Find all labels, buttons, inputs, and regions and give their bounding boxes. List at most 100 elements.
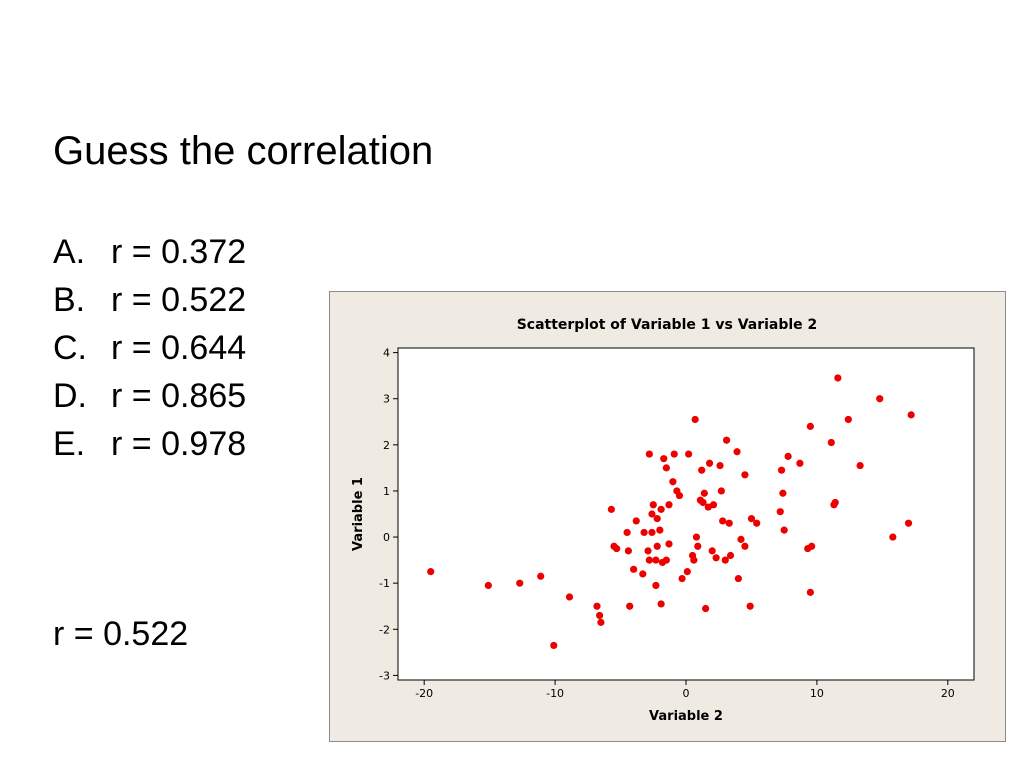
data-point: [700, 489, 708, 497]
option-letter: E.: [53, 425, 86, 463]
data-point: [694, 542, 702, 550]
data-point: [565, 593, 574, 601]
data-point: [747, 515, 756, 523]
x-tick-label: -20: [415, 687, 433, 700]
data-point: [607, 505, 615, 513]
data-point: [623, 528, 631, 537]
data-point: [712, 554, 720, 562]
data-point: [596, 611, 604, 620]
data-point: [876, 395, 884, 403]
data-point: [593, 602, 601, 610]
data-point: [844, 415, 852, 424]
data-point: [753, 519, 761, 527]
data-point: [717, 487, 725, 495]
data-point: [708, 547, 716, 555]
option-c: C. r = 0.644: [53, 324, 246, 372]
data-point: [597, 618, 605, 626]
data-point: [670, 450, 678, 458]
data-point: [733, 448, 741, 456]
option-letter: B.: [53, 281, 86, 319]
data-point: [726, 551, 735, 560]
data-point: [692, 533, 701, 541]
data-point: [683, 568, 691, 576]
data-point: [653, 515, 661, 523]
option-letter: A.: [53, 233, 86, 271]
data-point: [662, 556, 670, 564]
y-tick-label: -1: [379, 577, 390, 590]
plot-area: [397, 347, 975, 681]
data-point: [613, 544, 621, 553]
data-point: [648, 510, 656, 518]
data-point: [691, 415, 699, 424]
data-point: [652, 556, 660, 564]
data-point: [721, 556, 729, 564]
x-tick-label: 0: [683, 687, 690, 700]
data-point: [656, 526, 664, 534]
data-point: [779, 489, 787, 497]
data-point: [537, 572, 545, 580]
data-point: [889, 533, 897, 541]
data-point: [675, 491, 684, 500]
data-point: [516, 579, 524, 587]
data-point: [660, 455, 668, 463]
y-tick-label: 1: [383, 485, 390, 498]
option-letter: C.: [53, 329, 87, 367]
x-tick-label: -10: [546, 687, 564, 700]
data-point: [645, 556, 653, 564]
option-letter: D.: [53, 377, 87, 415]
y-tick-label: 4: [383, 347, 390, 360]
data-point: [834, 374, 842, 382]
y-axis-label: Variable 1: [351, 477, 366, 551]
data-point: [639, 570, 647, 578]
y-tick-label: -3: [379, 669, 390, 682]
data-point: [632, 517, 640, 525]
data-point: [669, 478, 677, 486]
y-tick-label: 0: [383, 531, 390, 544]
data-point: [722, 436, 731, 444]
data-point: [904, 519, 913, 527]
answer-options-list: A. r = 0.372 B. r = 0.522 C. r = 0.644 D. r …: [53, 228, 246, 468]
data-point: [741, 542, 749, 550]
data-point: [630, 565, 638, 573]
y-tick-label: 3: [383, 393, 390, 406]
scatterplot-svg: Scatterplot of Variable 1 vs Variable 2 …: [351, 317, 975, 724]
data-point: [648, 528, 656, 537]
data-point: [709, 501, 718, 509]
option-text: r = 0.372: [111, 233, 247, 271]
data-point: [827, 438, 835, 447]
data-point: [831, 498, 839, 507]
y-tick-label: -2: [379, 623, 390, 636]
data-point: [725, 519, 733, 527]
option-text: r = 0.865: [111, 377, 247, 415]
data-point: [784, 452, 792, 460]
chart-title: Scatterplot of Variable 1 vs Variable 2: [517, 317, 818, 333]
data-point: [806, 588, 814, 596]
data-point: [856, 461, 864, 470]
option-text: r = 0.522: [111, 281, 247, 319]
data-point: [741, 471, 749, 479]
x-axis-label: Variable 2: [649, 709, 723, 724]
data-point: [716, 461, 724, 470]
data-point: [644, 547, 652, 555]
data-point: [665, 501, 673, 509]
data-point: [808, 542, 816, 550]
data-point: [737, 535, 745, 543]
data-point: [698, 466, 706, 474]
data-point: [699, 498, 707, 507]
data-point: [776, 508, 784, 516]
data-point: [640, 528, 648, 537]
option-e: E. r = 0.978: [53, 420, 246, 468]
data-point: [806, 422, 814, 430]
data-point: [746, 602, 754, 610]
data-point: [685, 450, 693, 458]
data-point: [484, 581, 492, 590]
data-point: [777, 466, 786, 474]
data-point: [649, 501, 657, 509]
data-point: [550, 641, 558, 650]
data-point: [796, 459, 804, 467]
option-text: r = 0.644: [111, 329, 247, 367]
x-tick-label: 10: [810, 687, 824, 700]
data-point: [665, 540, 673, 548]
data-point: [626, 602, 634, 610]
